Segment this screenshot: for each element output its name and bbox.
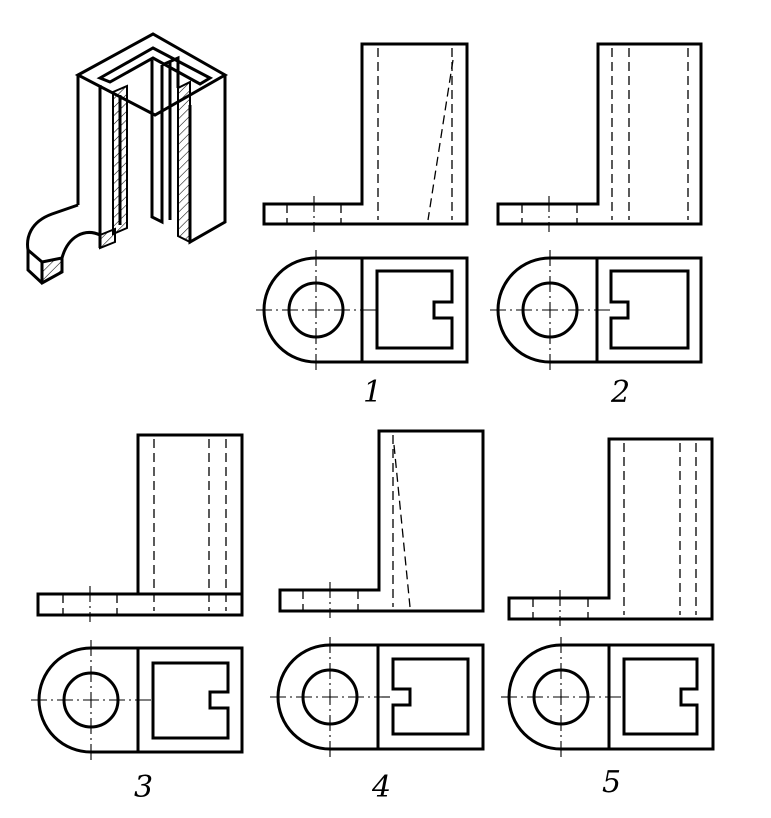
option-4: 4 — [270, 429, 485, 805]
option-5-front-view — [507, 437, 714, 626]
option-1: 1 — [256, 42, 469, 410]
option-3-front-view — [36, 433, 244, 622]
option-4-label: 4 — [371, 770, 391, 805]
option-3: 3 — [31, 433, 244, 805]
option-4-front-view — [278, 429, 485, 618]
option-5-top-view — [501, 637, 715, 757]
option-1-top-view — [256, 250, 469, 370]
option-1-label: 1 — [363, 375, 382, 410]
option-2-label: 2 — [610, 375, 630, 410]
option-1-front-view — [262, 42, 469, 232]
option-2: 2 — [490, 42, 703, 410]
option-5: 5 — [501, 437, 715, 800]
option-3-top-view — [31, 640, 244, 760]
option-5-label: 5 — [602, 765, 621, 800]
isometric-view — [26, 32, 229, 285]
option-2-front-view — [496, 42, 703, 232]
option-3-label: 3 — [134, 770, 153, 805]
option-2-top-view — [490, 250, 703, 370]
option-4-top-view — [270, 637, 485, 757]
